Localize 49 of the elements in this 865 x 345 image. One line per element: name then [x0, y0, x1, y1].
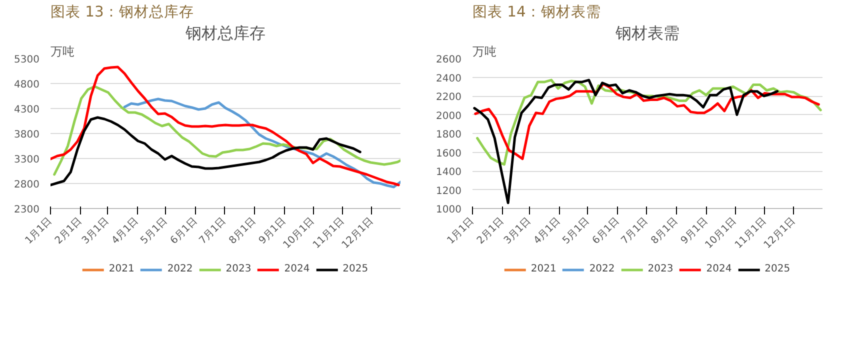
x-tick-label: 1月1日: [445, 216, 476, 247]
line-series: [473, 78, 779, 204]
legend-label: 2025: [342, 264, 368, 274]
legend-label: 2023: [226, 264, 252, 274]
x-tick-label: 3月1日: [502, 216, 534, 247]
x-tick-label: 4月1日: [110, 216, 141, 247]
x-tick-label: 8月1日: [227, 216, 258, 247]
x-tick-label: 6月1日: [590, 216, 622, 247]
y-tick-label: 1600: [436, 148, 462, 160]
y-tick-label: 2400: [436, 73, 462, 84]
x-tick-label: 3月1日: [80, 216, 112, 247]
y-tick-label: 3300: [14, 154, 40, 166]
line-series: [50, 66, 400, 186]
chart-title: 图表 14：钢材表需: [472, 4, 601, 20]
legend-label: 2024: [706, 264, 732, 274]
y-tick-label: 2800: [14, 180, 40, 190]
legend-label: 2024: [284, 264, 310, 274]
x-tick-label: 7月1日: [198, 216, 228, 247]
legend-label: 2022: [589, 264, 615, 274]
chart-subtitle: 钢材表需: [614, 24, 680, 42]
x-tick-label: 8月1日: [649, 216, 680, 247]
y-tick-label: 1200: [436, 186, 462, 197]
y-axis-title: 万吨: [472, 44, 496, 58]
y-tick-label: 1800: [436, 130, 462, 140]
x-tick-label: 6月1日: [168, 216, 200, 247]
x-tick-label: 1月1日: [23, 216, 54, 247]
x-tick-label: 4月1日: [532, 216, 563, 247]
chart-title: 图表 13：钢材总库存: [50, 4, 194, 20]
legend-label: 2021: [108, 264, 134, 274]
y-tick-label: 2200: [436, 92, 462, 103]
legend-label: 2023: [648, 264, 674, 274]
y-tick-label: 2000: [436, 110, 462, 122]
chart-subtitle: 钢材总库存: [184, 24, 266, 42]
y-tick-label: 3800: [14, 130, 40, 140]
line-series: [50, 116, 362, 186]
y-tick-label: 4800: [14, 80, 40, 90]
y-axis-title: 万吨: [50, 44, 74, 58]
x-tick-label: 5月1日: [560, 216, 592, 247]
legend-label: 2021: [530, 264, 556, 274]
x-tick-label: 5月1日: [138, 216, 170, 247]
y-tick-label: 2300: [14, 204, 40, 216]
y-tick-label: 2600: [436, 54, 462, 66]
y-tick-label: 1000: [436, 204, 462, 216]
y-tick-label: 4300: [14, 104, 40, 116]
y-tick-label: 1400: [436, 167, 462, 178]
y-tick-label: 5300: [14, 54, 40, 66]
legend-label: 2022: [167, 264, 193, 274]
legend-label: 2025: [764, 264, 790, 274]
x-tick-label: 7月1日: [620, 216, 650, 247]
